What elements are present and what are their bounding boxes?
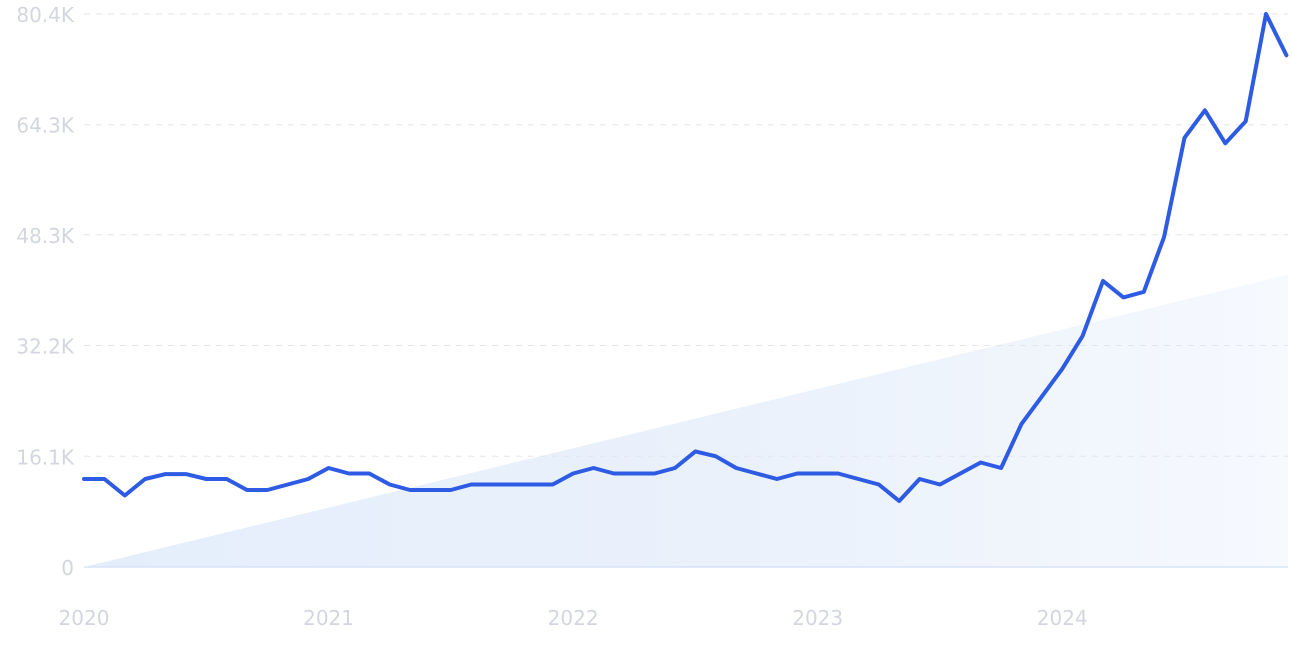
y-tick-label: 48.3K <box>16 224 75 248</box>
x-tick-label: 2022 <box>548 606 599 630</box>
y-tick-label: 80.4K <box>16 3 75 27</box>
y-tick-label: 64.3K <box>16 114 75 138</box>
series-line-layer <box>82 12 1289 503</box>
x-tick-label: 2024 <box>1037 606 1088 630</box>
gridlines <box>84 13 1288 568</box>
series-line <box>82 12 1289 503</box>
x-tick-label: 2023 <box>792 606 843 630</box>
y-tick-label: 0 <box>61 556 74 580</box>
x-tick-label: 2020 <box>59 606 110 630</box>
trend-area <box>84 274 1288 567</box>
x-axis-labels: 2020 2021 2022 2023 2024 <box>59 606 1088 630</box>
y-tick-label: 32.2K <box>16 335 75 359</box>
trend-area-layer <box>84 274 1288 567</box>
y-tick-label: 16.1K <box>16 445 75 469</box>
x-tick-label: 2021 <box>303 606 354 630</box>
y-axis-labels: 0 16.1K 32.2K 48.3K 64.3K 80.4K <box>16 3 75 580</box>
